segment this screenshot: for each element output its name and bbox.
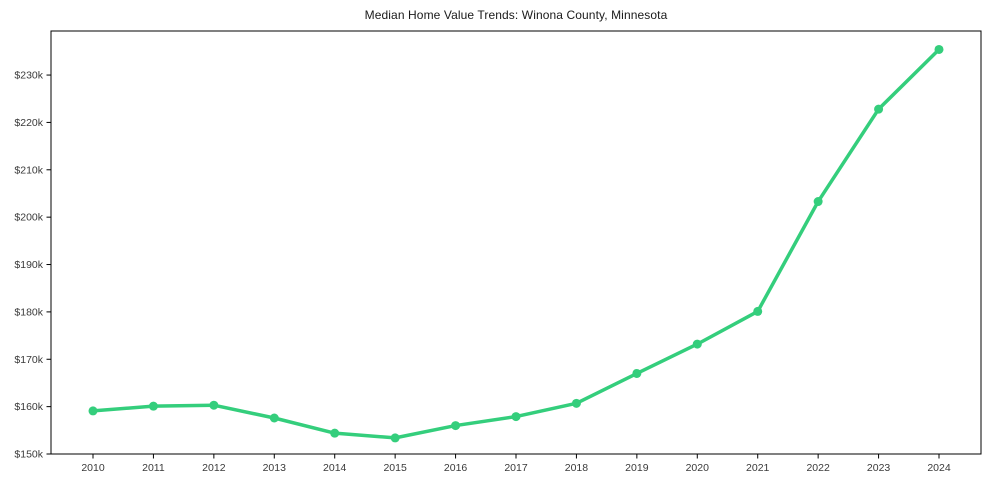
data-point-marker <box>813 197 823 207</box>
data-point-marker <box>451 421 461 431</box>
x-tick-label: 2021 <box>746 462 770 474</box>
x-tick-label: 2015 <box>383 462 407 474</box>
x-tick-label: 2020 <box>686 462 710 474</box>
data-point-marker <box>511 412 521 422</box>
data-point-marker <box>330 428 340 438</box>
data-point-marker <box>874 104 884 114</box>
x-tick-label: 2011 <box>142 462 165 474</box>
y-tick-label: $230k <box>14 70 43 82</box>
data-point-marker <box>571 398 581 408</box>
y-tick-label: $150k <box>14 449 43 461</box>
y-tick-label: $190k <box>14 259 43 271</box>
data-point-marker <box>209 400 219 410</box>
y-tick-label: $210k <box>14 164 43 176</box>
x-tick-label: 2010 <box>81 462 105 474</box>
x-tick-label: 2019 <box>625 462 649 474</box>
x-tick-label: 2023 <box>867 462 891 474</box>
x-tick-label: 2012 <box>202 462 226 474</box>
y-tick-label: $160k <box>14 401 43 413</box>
x-tick-label: 2014 <box>323 462 347 474</box>
data-point-marker <box>692 339 702 349</box>
x-tick-label: 2013 <box>263 462 287 474</box>
x-tick-label: 2024 <box>927 462 951 474</box>
x-tick-label: 2017 <box>504 462 528 474</box>
y-tick-label: $170k <box>14 354 43 366</box>
x-tick-label: 2022 <box>806 462 830 474</box>
data-point-marker <box>390 433 400 443</box>
x-tick-label: 2018 <box>565 462 589 474</box>
data-point-marker <box>934 44 944 54</box>
plot-frame <box>50 30 982 455</box>
y-tick-label: $220k <box>14 117 43 129</box>
y-tick-label: $200k <box>14 212 43 224</box>
y-tick-label: $180k <box>14 306 43 318</box>
data-point-marker <box>269 413 279 423</box>
chart-title: Median Home Value Trends: Winona County,… <box>364 8 668 22</box>
data-point-marker <box>88 406 98 416</box>
data-point-marker <box>632 368 642 378</box>
data-line <box>91 47 941 440</box>
data-point-marker <box>753 306 763 316</box>
data-point-marker <box>148 401 158 411</box>
x-tick-label: 2016 <box>444 462 468 474</box>
